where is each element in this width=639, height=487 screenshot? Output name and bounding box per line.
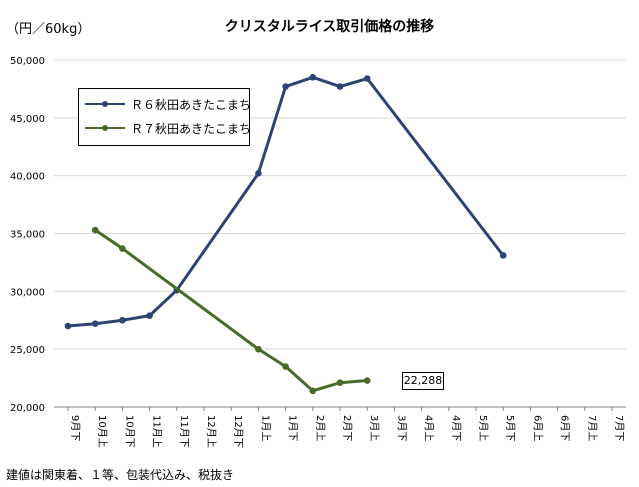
data-point-r6 — [363, 75, 371, 82]
y-tick-label: 35,000 — [10, 230, 45, 241]
x-tick-label: 10月上 — [96, 415, 108, 448]
y-tick-label: 45,000 — [10, 114, 45, 125]
x-tick-label: 3月上 — [368, 415, 380, 441]
legend-item-r7: Ｒ７秋田あきたこまち — [85, 119, 251, 137]
x-tick-label: 12月上 — [205, 415, 217, 448]
data-point-r6 — [119, 316, 126, 324]
x-tick-labels: 9月下 10月上 10月下 11月上 11月下 12月上 12月下 1月上 1月下 2月上 2月下 3… — [69, 415, 625, 448]
data-point-r7 — [282, 363, 289, 370]
x-tick-label: 2月下 — [341, 415, 353, 441]
data-point-r6 — [499, 252, 507, 259]
x-tick-label: 7月上 — [586, 415, 598, 441]
x-tick-label: 4月下 — [450, 415, 462, 441]
data-point-r7 — [91, 226, 99, 234]
x-tick-label: 3月下 — [395, 415, 407, 441]
data-point-r7 — [363, 377, 371, 384]
x-tick-label: 9月下 — [69, 415, 81, 441]
footnote: 建値は関東着、１等、包装代込み、税抜き — [6, 468, 235, 482]
x-tick-label: 1月上 — [259, 415, 271, 441]
data-point-r6 — [91, 320, 99, 328]
x-tick-label: 2月上 — [314, 415, 326, 441]
data-label-callout: 22,288 — [402, 372, 444, 390]
data-point-r6 — [282, 83, 289, 90]
y-tick-label: 20,000 — [10, 403, 45, 414]
legend: Ｒ６秋田あきたこまち Ｒ７秋田あきたこまち — [78, 88, 251, 146]
data-point-r7 — [336, 379, 344, 387]
y-tick-label: 30,000 — [10, 287, 45, 298]
data-point-r6 — [64, 322, 72, 330]
x-tick-label: 11月下 — [178, 415, 190, 448]
legend-label-r6: Ｒ６秋田あきたこまち — [131, 97, 252, 112]
y-tick-label: 40,000 — [10, 172, 45, 183]
x-tick-label: 4月上 — [423, 415, 435, 441]
y-tick-labels: 20,000 25,000 30,000 35,000 40,000 45,000 50,0… — [10, 56, 45, 414]
x-tick-label: 6月下 — [559, 415, 571, 441]
series-line-r7 — [94, 228, 368, 393]
chart-title: クリスタルライス取引価格の推移 — [224, 19, 435, 35]
y-tick-label: 25,000 — [10, 345, 45, 356]
series-group — [64, 74, 507, 395]
x-tick-label: 5月上 — [477, 415, 489, 441]
data-point-r6 — [255, 170, 262, 177]
legend-swatch-r7 — [85, 123, 125, 133]
data-point-r6 — [309, 74, 317, 81]
x-tick-label: 7月下 — [613, 415, 625, 441]
legend-item-r6: Ｒ６秋田あきたこまち — [85, 95, 251, 113]
x-tick-label: 5月下 — [504, 415, 516, 441]
x-tick-label: 11月上 — [151, 415, 163, 448]
y-tick-label: 50,000 — [10, 56, 45, 67]
x-tick-label: 10月下 — [123, 415, 135, 448]
x-tick-label: 6月上 — [531, 415, 543, 441]
legend-swatch-r6 — [85, 99, 125, 109]
x-tick-label: 1月下 — [287, 415, 299, 441]
legend-label-r7: Ｒ７秋田あきたこまち — [131, 121, 252, 136]
data-point-r7 — [255, 345, 262, 353]
y-axis-unit-label: （円／60kg） — [6, 22, 91, 37]
data-point-r6 — [146, 312, 153, 319]
data-point-r6 — [336, 83, 344, 90]
data-point-r7 — [119, 245, 126, 252]
data-point-r7 — [309, 387, 317, 395]
x-tick-label: 12月下 — [232, 415, 244, 448]
